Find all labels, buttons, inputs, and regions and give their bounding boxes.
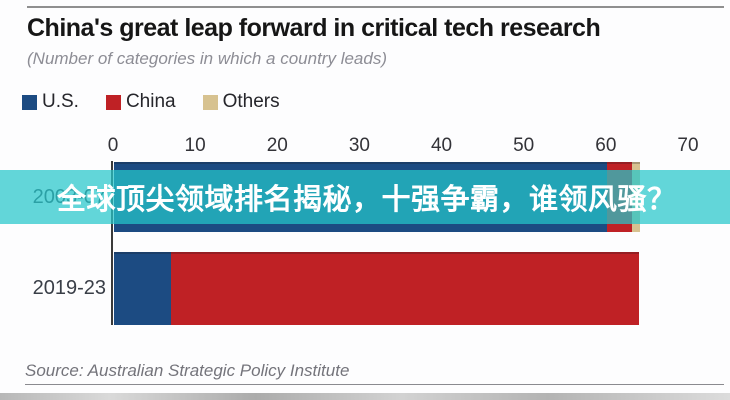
y-axis-line [111,161,113,325]
legend-swatch-icon [22,94,37,110]
legend-label: U.S. [42,91,79,112]
legend: U.S. China Others [22,91,280,113]
chart-subtitle: (Number of categories in which a country… [27,49,387,68]
x-tick-label: 30 [348,135,370,156]
x-tick-label: 50 [513,135,535,156]
x-tick-label: 60 [595,135,617,156]
bar-segment-china [171,252,639,325]
bar-category-label: 2019-23 [32,277,106,299]
overlay-banner: 全球顶尖领域排名揭秘，十强争霸，谁领风骚？ [0,170,730,224]
overlay-text: 全球顶尖领域排名揭秘，十强争霸，谁领风骚？ [57,184,677,216]
chart-title: China's great leap forward in critical t… [27,14,601,42]
legend-label: Others [222,91,280,112]
x-tick-label: 40 [430,135,453,156]
legend-item: U.S. [22,91,79,113]
x-tick-label: 0 [107,135,119,156]
x-tick-label: 20 [266,135,288,156]
source-note: Source: Australian Strategic Policy Inst… [25,361,350,380]
x-tick-label: 70 [677,135,699,156]
bar-row [114,252,639,325]
x-tick-label: 10 [184,135,206,156]
legend-label: China [125,91,176,112]
legend-swatch-icon [202,94,218,110]
bar-segment-us [114,252,171,325]
source-rule [25,384,724,385]
x-axis-ticks: 0 10 20 30 40 50 60 70 [0,135,730,156]
legend-item: Others [202,91,280,113]
legend-item: China [105,91,176,113]
legend-swatch-icon [105,94,121,110]
top-rule [27,6,724,8]
bottom-edge [0,393,730,400]
